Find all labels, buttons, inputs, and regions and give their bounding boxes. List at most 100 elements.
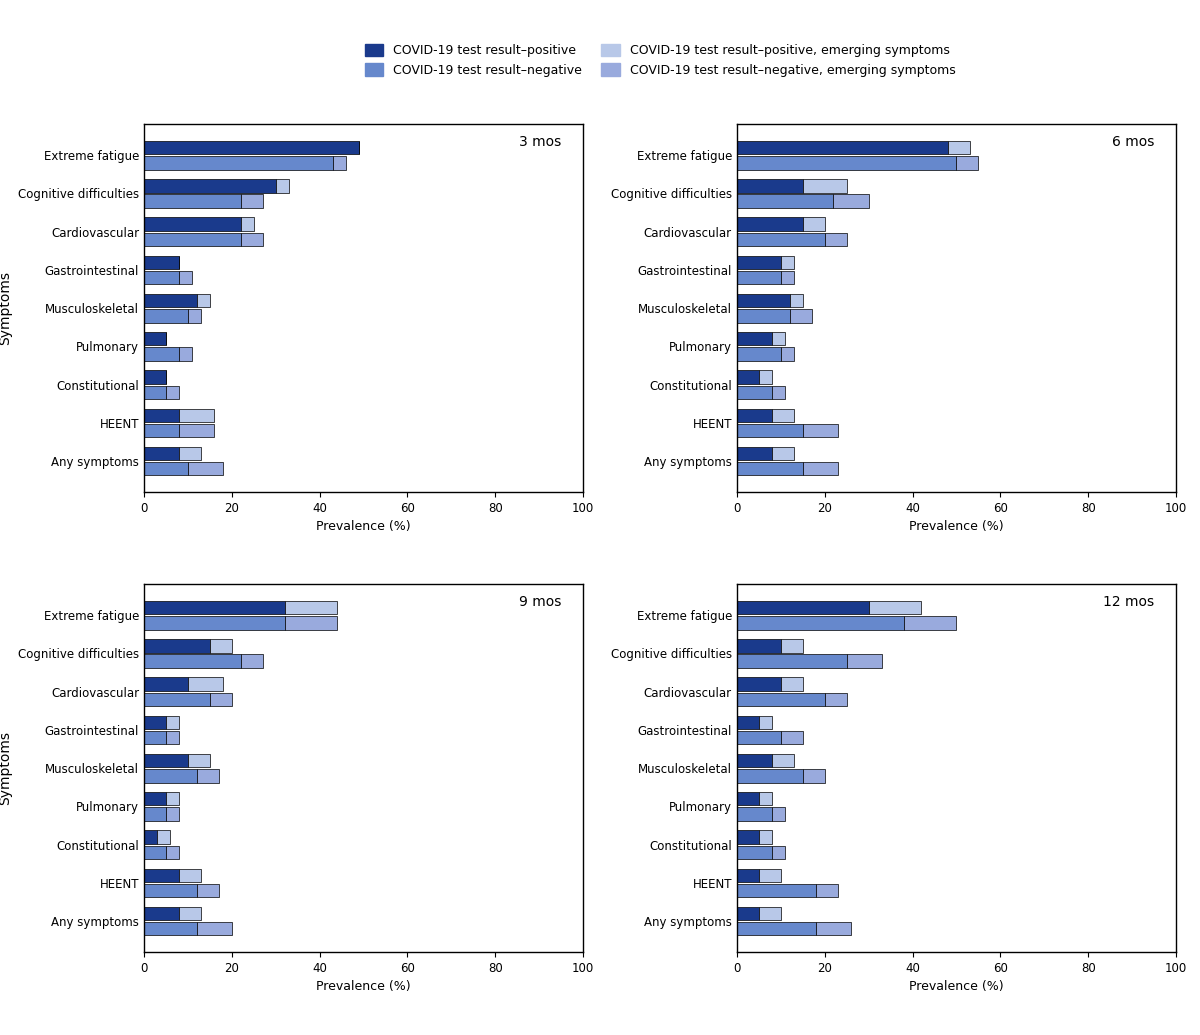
Bar [144, 256, 179, 269]
Bar [179, 409, 215, 422]
Bar [157, 830, 170, 844]
Bar [737, 640, 781, 652]
Bar [210, 640, 232, 652]
Bar [824, 233, 847, 246]
Text: 9 mos: 9 mos [518, 595, 562, 610]
Bar [144, 141, 359, 154]
Bar [737, 922, 816, 936]
Bar [144, 156, 332, 170]
Bar [144, 640, 210, 652]
X-axis label: Prevalence (%): Prevalence (%) [317, 521, 410, 533]
Bar [737, 868, 758, 882]
Bar [737, 371, 758, 384]
Bar [144, 868, 179, 882]
Bar [737, 409, 772, 422]
Bar [188, 753, 210, 767]
Bar [144, 846, 166, 859]
Bar [772, 332, 785, 346]
X-axis label: Prevalence (%): Prevalence (%) [910, 521, 1003, 533]
Bar [166, 792, 179, 805]
Bar [737, 769, 803, 782]
Bar [166, 715, 179, 729]
Bar [144, 409, 179, 422]
Bar [758, 907, 781, 920]
Bar [144, 792, 166, 805]
Y-axis label: Symptoms: Symptoms [0, 271, 12, 346]
Bar [188, 462, 223, 475]
Bar [737, 753, 772, 767]
Bar [803, 179, 847, 193]
Bar [144, 601, 284, 615]
Bar [758, 868, 781, 882]
Bar [758, 792, 772, 805]
Bar [188, 677, 223, 690]
Bar [144, 616, 284, 629]
Bar [772, 386, 785, 400]
Bar [144, 424, 179, 437]
Bar [144, 386, 166, 400]
Bar [144, 922, 197, 936]
Bar [948, 141, 970, 154]
Bar [758, 830, 772, 844]
Bar [241, 654, 263, 668]
X-axis label: Prevalence (%): Prevalence (%) [910, 980, 1003, 994]
Bar [144, 677, 188, 690]
Bar [737, 792, 758, 805]
Bar [241, 233, 263, 246]
Bar [179, 348, 192, 361]
Bar [179, 868, 202, 882]
Text: 6 mos: 6 mos [1111, 136, 1154, 149]
Bar [956, 156, 978, 170]
Bar [166, 807, 179, 821]
Bar [781, 348, 794, 361]
Bar [816, 884, 838, 897]
Bar [144, 217, 241, 231]
Bar [144, 753, 188, 767]
Bar [197, 769, 218, 782]
Bar [197, 922, 232, 936]
Bar [179, 447, 202, 461]
Bar [144, 462, 188, 475]
Bar [179, 424, 215, 437]
Bar [144, 731, 166, 744]
Bar [166, 846, 179, 859]
Bar [179, 907, 202, 920]
Bar [144, 309, 188, 323]
Bar [737, 256, 781, 269]
Bar [803, 769, 824, 782]
Bar [737, 156, 956, 170]
Bar [179, 271, 192, 285]
Bar [144, 769, 197, 782]
Bar [166, 386, 179, 400]
Bar [904, 616, 956, 629]
Bar [737, 309, 790, 323]
Bar [772, 447, 794, 461]
Bar [737, 715, 758, 729]
Bar [824, 692, 847, 706]
Bar [737, 731, 781, 744]
Bar [803, 217, 824, 231]
Bar [737, 424, 803, 437]
Bar [737, 294, 790, 307]
Bar [188, 309, 202, 323]
Bar [737, 348, 781, 361]
Bar [737, 141, 948, 154]
Bar [144, 195, 241, 208]
Bar [737, 271, 781, 285]
Bar [737, 907, 758, 920]
Bar [781, 640, 803, 652]
Bar [816, 922, 851, 936]
Bar [781, 731, 803, 744]
Bar [144, 907, 179, 920]
Bar [284, 616, 337, 629]
Bar [758, 371, 772, 384]
Bar [737, 386, 772, 400]
Bar [847, 654, 882, 668]
Bar [197, 884, 218, 897]
Bar [144, 294, 197, 307]
Bar [803, 424, 838, 437]
Bar [772, 409, 794, 422]
Bar [781, 677, 803, 690]
Bar [737, 462, 803, 475]
Bar [210, 692, 232, 706]
